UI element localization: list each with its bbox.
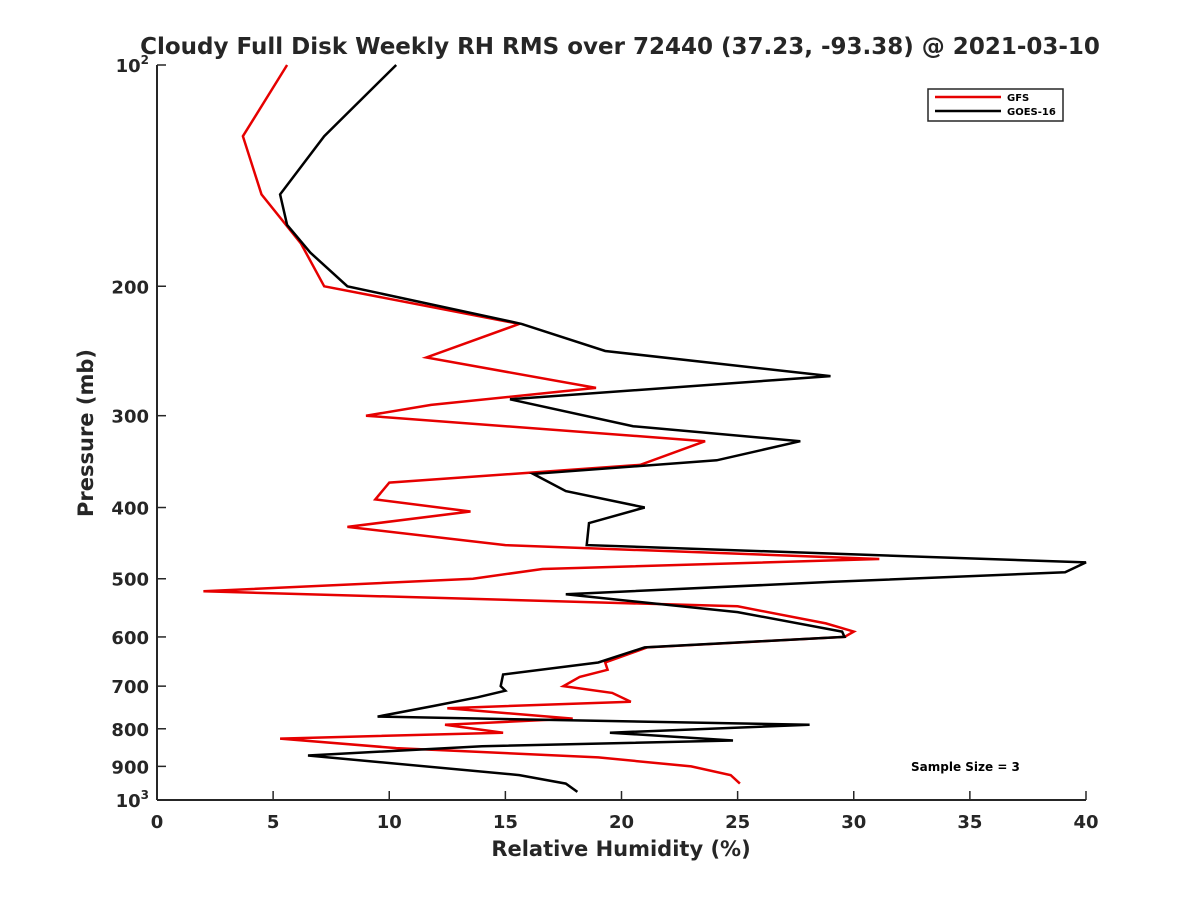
y-tick-label: 700	[111, 677, 149, 698]
legend-box	[927, 88, 1064, 122]
x-axis-label: Relative Humidity (%)	[491, 837, 750, 861]
y-tick-label: 500	[111, 570, 149, 591]
x-tick-label: 15	[493, 812, 518, 833]
y-tick-label: 900	[111, 757, 149, 778]
y-tick-label: 300	[111, 407, 149, 428]
y-tick-label: 800	[111, 720, 149, 741]
x-tick-label: 40	[1073, 812, 1098, 833]
y-tick-label: 200	[111, 277, 149, 298]
x-tick-label: 25	[725, 812, 750, 833]
y-axis-label: Pressure (mb)	[74, 349, 98, 517]
x-tick-label: 5	[267, 812, 280, 833]
legend: GFS GOES-16	[927, 88, 1064, 122]
x-tick-label: 10	[377, 812, 402, 833]
plot-lines	[203, 64, 1087, 793]
y-axis-ticks: 102 200 300 400 500 600 700 800 900 103	[111, 53, 166, 812]
legend-label-gfs: GFS	[1007, 93, 1029, 104]
x-tick-label: 35	[957, 812, 982, 833]
chart-title: Cloudy Full Disk Weekly RH RMS over 7244…	[140, 34, 1100, 60]
y-tick-label: 102	[116, 53, 149, 77]
y-tick-label: 103	[116, 788, 149, 812]
x-tick-label: 0	[151, 812, 164, 833]
x-tick-label: 20	[609, 812, 634, 833]
y-tick-label: 400	[111, 499, 149, 520]
y-tick-label: 600	[111, 628, 149, 649]
x-tick-label: 30	[841, 812, 866, 833]
sample-size-note: Sample Size = 3	[911, 760, 1020, 774]
series-line-gfs	[203, 64, 880, 785]
series-line-goes16	[278, 64, 1087, 793]
x-axis-ticks: 0 5 10 15 20 25 30 35 40	[151, 791, 1099, 833]
legend-label-goes16: GOES-16	[1007, 107, 1056, 118]
